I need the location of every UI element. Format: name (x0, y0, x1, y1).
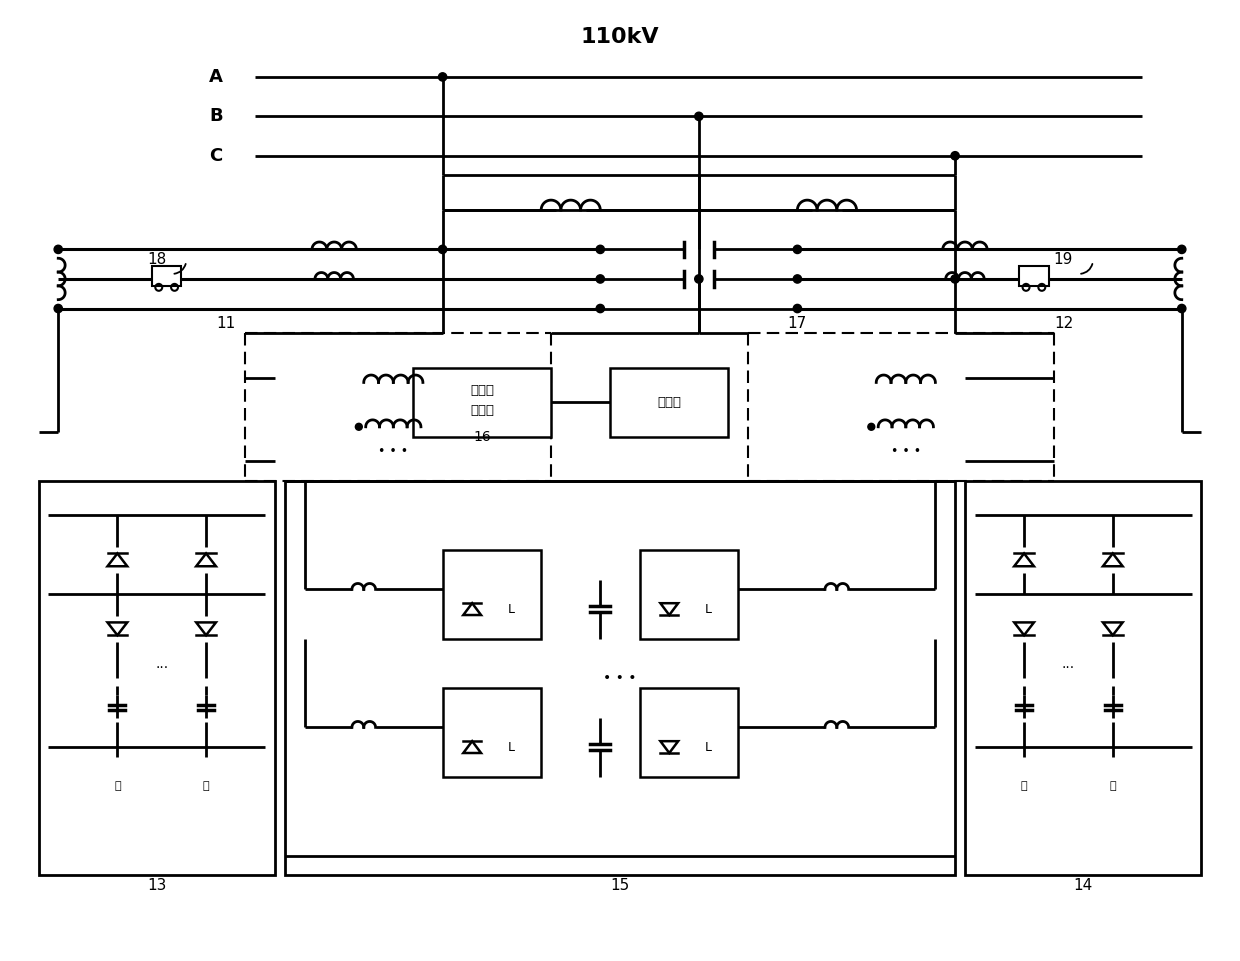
Circle shape (951, 152, 960, 160)
Text: 13: 13 (148, 877, 166, 893)
Text: 18: 18 (148, 252, 166, 267)
Bar (285, 481, 955, 875)
Bar (640, 688, 738, 776)
Text: 控制器: 控制器 (657, 396, 681, 408)
Circle shape (794, 245, 801, 254)
Bar (640, 550, 738, 639)
Text: ⌒: ⌒ (114, 781, 120, 792)
Text: A: A (210, 68, 223, 86)
Circle shape (439, 245, 446, 254)
Text: 12: 12 (1054, 316, 1073, 331)
Text: L: L (706, 603, 712, 616)
Circle shape (55, 245, 62, 254)
Bar (443, 550, 541, 639)
Circle shape (694, 112, 703, 120)
Text: • • •: • • • (378, 445, 408, 458)
Text: 11: 11 (216, 316, 236, 331)
Text: ···: ··· (1061, 661, 1075, 676)
Text: 测装置: 测装置 (470, 404, 494, 416)
Text: ⌒: ⌒ (1110, 781, 1116, 792)
Text: 19: 19 (1054, 252, 1073, 267)
Circle shape (868, 424, 874, 431)
Circle shape (694, 275, 703, 283)
Circle shape (596, 245, 604, 254)
Text: 14: 14 (1074, 877, 1092, 893)
Text: 17: 17 (787, 316, 807, 331)
Circle shape (1178, 305, 1185, 312)
Text: • • •: • • • (890, 445, 921, 458)
Bar (1019, 266, 1049, 285)
Text: ···: ··· (155, 661, 169, 676)
Circle shape (951, 275, 960, 283)
Bar (38, 481, 275, 875)
Text: L: L (706, 741, 712, 753)
Circle shape (439, 73, 446, 81)
Text: • • •: • • • (603, 671, 637, 685)
Text: 电流检: 电流检 (470, 383, 494, 397)
Text: 110kV: 110kV (580, 28, 660, 47)
Bar (413, 368, 551, 436)
Bar (443, 688, 541, 776)
Text: ⌒: ⌒ (203, 781, 210, 792)
Circle shape (794, 275, 801, 283)
Bar (151, 266, 181, 285)
Circle shape (596, 275, 604, 283)
Text: 16: 16 (474, 430, 491, 444)
Circle shape (55, 305, 62, 312)
Circle shape (1178, 245, 1185, 254)
Bar (610, 368, 728, 436)
Circle shape (596, 305, 604, 312)
Text: L: L (508, 603, 515, 616)
Text: 15: 15 (610, 877, 630, 893)
Text: L: L (508, 741, 515, 753)
Text: ⌒: ⌒ (1021, 781, 1028, 792)
Bar (965, 481, 1202, 875)
Circle shape (794, 305, 801, 312)
Text: C: C (210, 147, 222, 164)
Circle shape (356, 424, 362, 431)
Text: B: B (210, 108, 223, 125)
